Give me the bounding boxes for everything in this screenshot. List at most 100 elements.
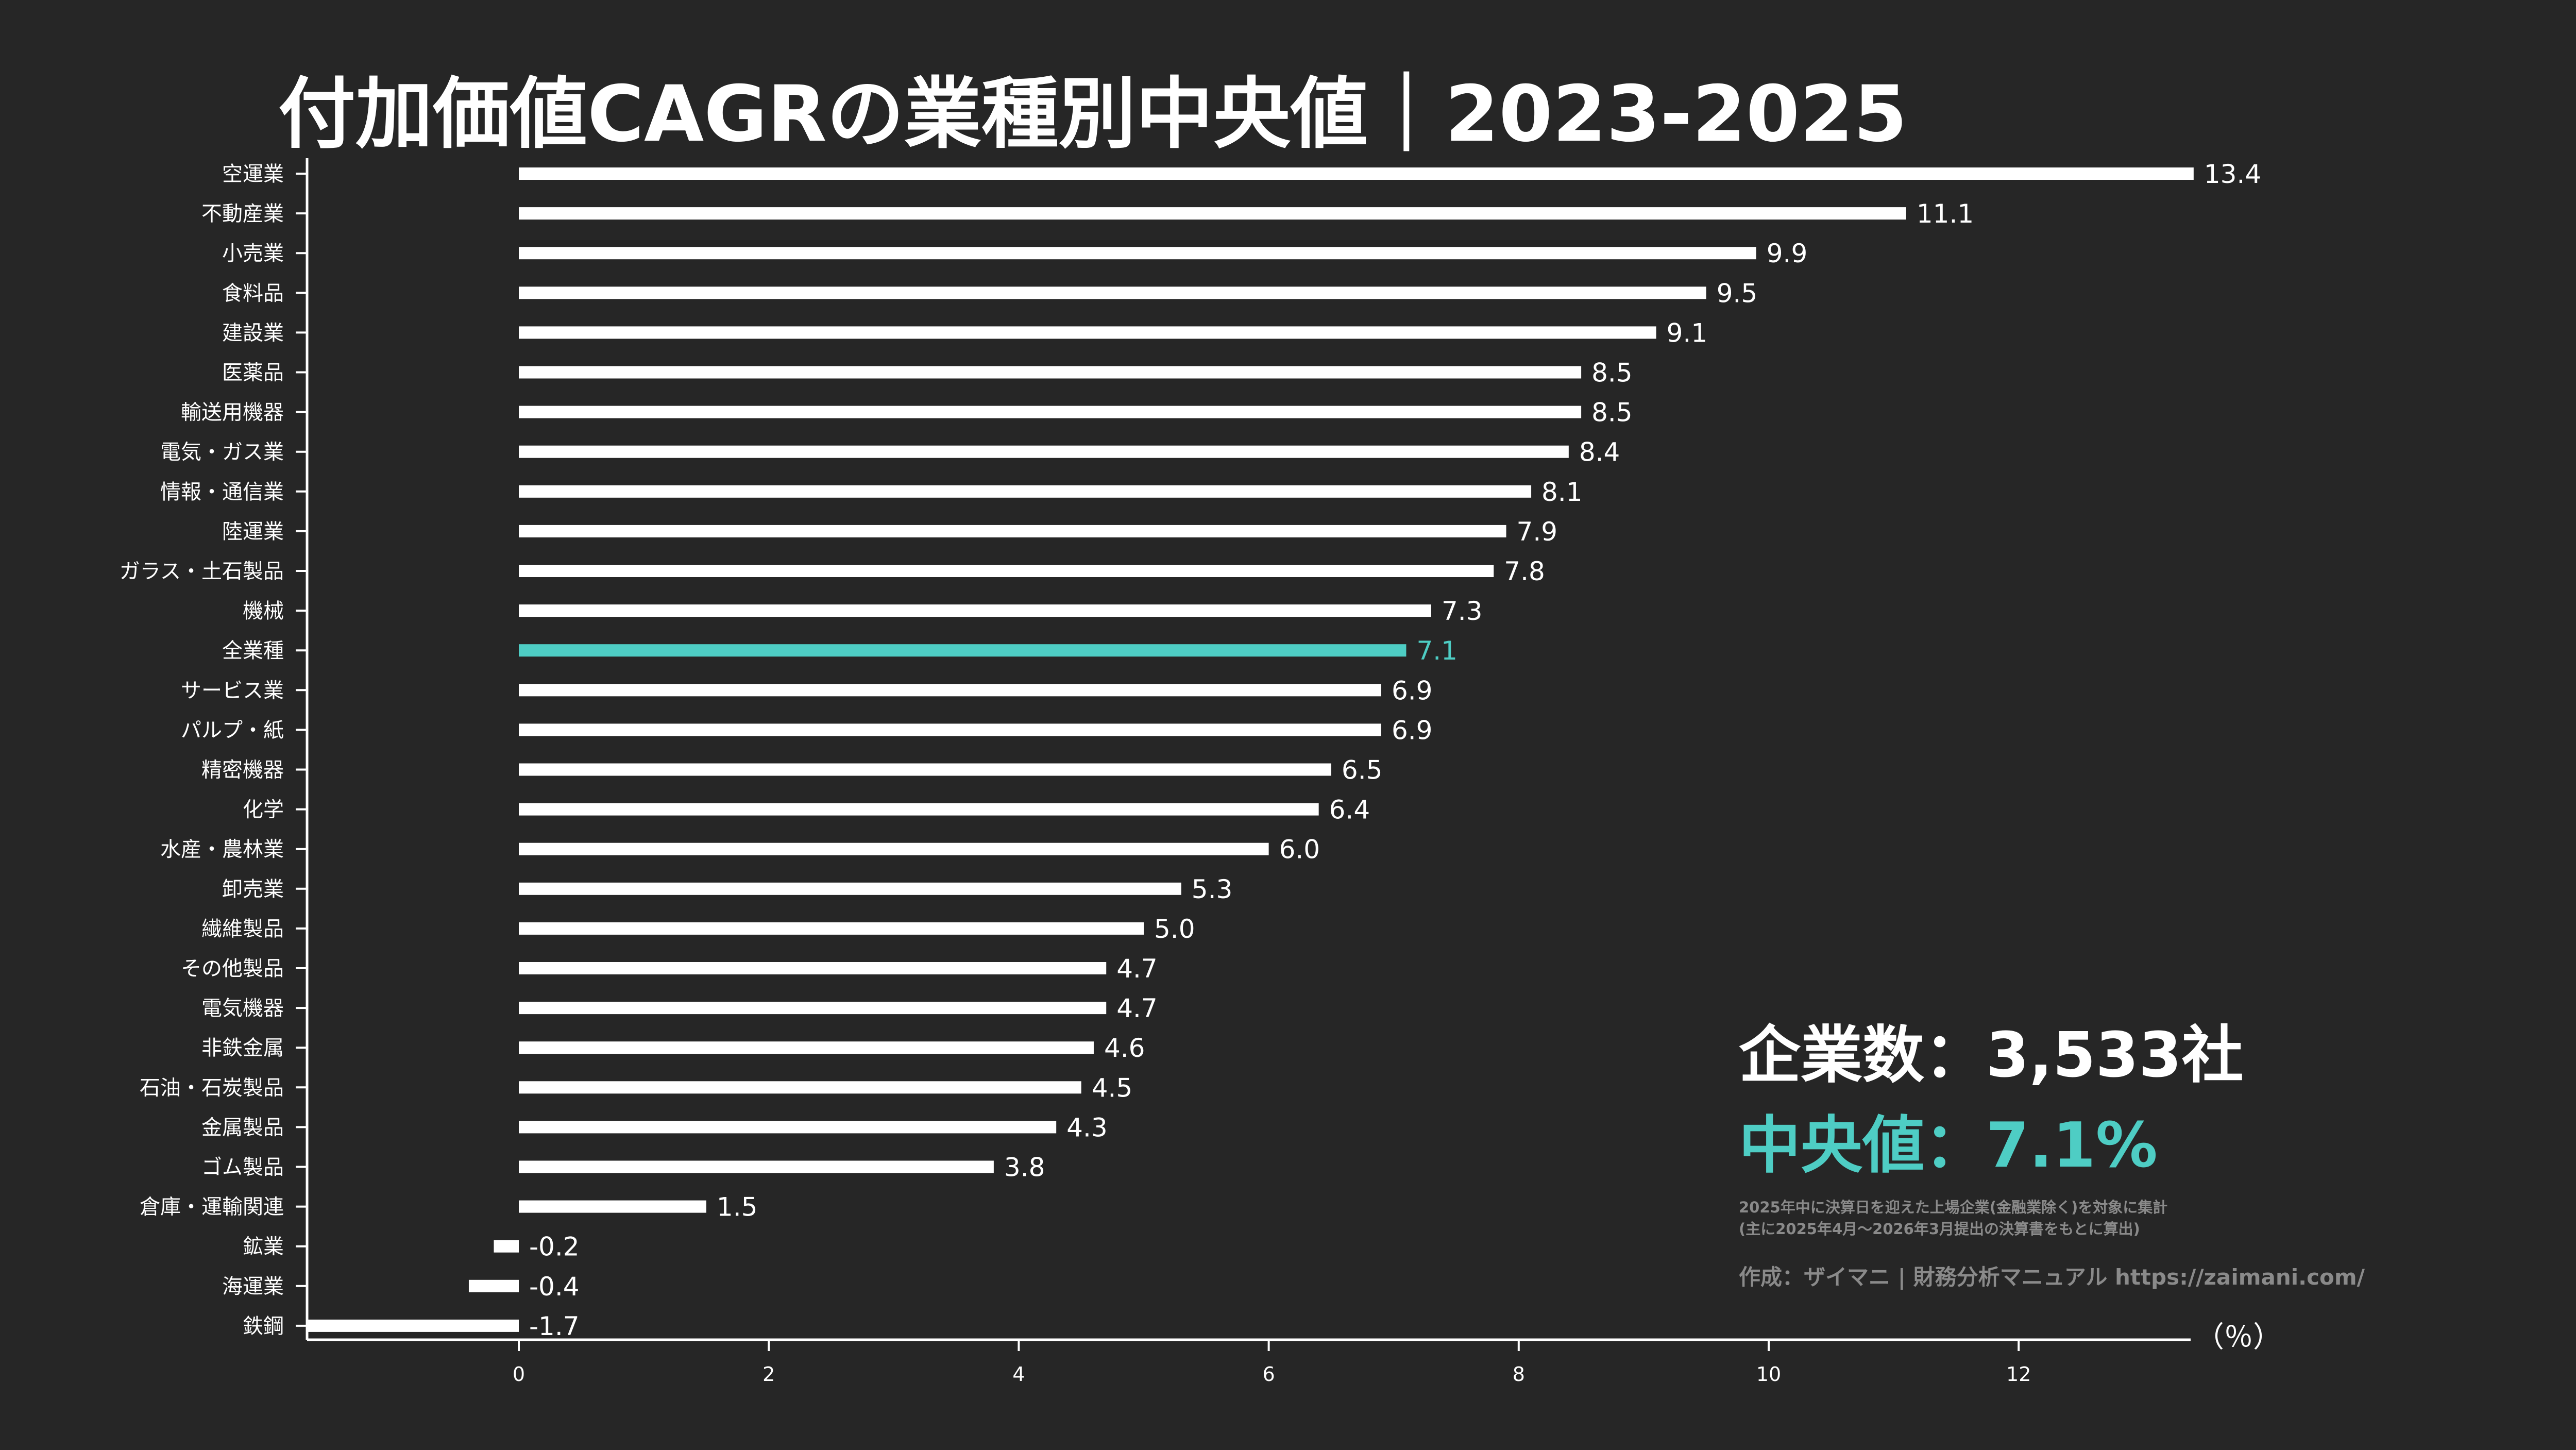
value-label: 7.8 — [1504, 557, 1545, 586]
category-label: 海運業 — [222, 1275, 284, 1299]
footnote-line-2: (主に2025年4月〜2026年3月提出の決算書をもとに算出) — [1739, 1220, 2140, 1238]
footnote: 2025年中に決算日を迎えた上場企業(金融業除く)を対象に集計 (主に2025年… — [1739, 1196, 2563, 1240]
category-label: 石油・石炭製品 — [140, 1076, 284, 1100]
category-label: パルプ・紙 — [181, 718, 284, 742]
bar-0 — [519, 167, 2194, 180]
bar-20 — [519, 962, 1107, 974]
bar-23 — [519, 1081, 1081, 1094]
bar-11 — [519, 604, 1431, 617]
category-label: 電気・ガス業 — [160, 441, 284, 464]
x-axis-unit: （％） — [2195, 1321, 2282, 1354]
value-label: 7.1 — [1416, 636, 1458, 666]
bar-29 — [306, 1319, 519, 1332]
category-label: その他製品 — [181, 957, 284, 981]
x-tick-label: 12 — [2006, 1363, 2031, 1386]
bar-28 — [468, 1279, 519, 1292]
category-label: 金属製品 — [201, 1116, 284, 1139]
category-label: 倉庫・運輸関連 — [140, 1195, 284, 1219]
x-tick-label: 0 — [513, 1363, 525, 1386]
value-label: 7.9 — [1517, 517, 1558, 547]
value-label: -1.7 — [529, 1311, 580, 1341]
category-label: 水産・農林業 — [160, 838, 284, 862]
bar-21 — [519, 1002, 1107, 1015]
category-label: 非鉄金属 — [201, 1036, 284, 1060]
bar-16 — [519, 803, 1319, 816]
bar-5 — [519, 366, 1582, 379]
value-label: -0.2 — [529, 1232, 580, 1262]
x-tick-label: 4 — [1012, 1363, 1025, 1386]
category-label: サービス業 — [181, 679, 284, 702]
category-label: 輸送用機器 — [181, 401, 284, 425]
category-label: 機械 — [243, 599, 284, 623]
x-tick-label: 8 — [1513, 1363, 1525, 1386]
bar-18 — [519, 882, 1181, 895]
category-label: 建設業 — [222, 321, 284, 345]
category-label: 食料品 — [222, 281, 284, 305]
value-label: 8.5 — [1591, 398, 1633, 428]
x-tick-label: 10 — [1756, 1363, 1781, 1386]
value-label: 5.0 — [1154, 914, 1195, 944]
value-label: -0.4 — [529, 1272, 580, 1302]
value-label: 6.0 — [1279, 835, 1320, 865]
value-label: 3.8 — [1004, 1153, 1045, 1183]
bar-24 — [519, 1121, 1057, 1134]
bar-19 — [519, 922, 1144, 935]
category-label: ゴム製品 — [201, 1156, 284, 1179]
value-label: 9.5 — [1717, 278, 1758, 308]
bar-25 — [519, 1160, 994, 1173]
value-label: 4.6 — [1104, 1033, 1145, 1063]
value-label: 8.5 — [1591, 358, 1633, 388]
bar-3 — [519, 286, 1706, 299]
chart-title: 付加価値CAGRの業種別中央値｜2023-2025 — [278, 70, 1908, 159]
category-label: 陸運業 — [222, 520, 284, 544]
value-label: 6.9 — [1392, 676, 1433, 705]
company-count: 企業数：3,533社 — [1739, 1020, 2244, 1091]
bar-13 — [519, 684, 1381, 697]
category-label: 小売業 — [222, 242, 284, 265]
x-tick-label: 2 — [762, 1363, 775, 1386]
category-label: 電気機器 — [201, 997, 284, 1020]
value-label: 9.1 — [1667, 318, 1708, 348]
category-label: ガラス・土石製品 — [120, 560, 284, 583]
value-label: 6.5 — [1342, 755, 1383, 785]
x-tick-label: 6 — [1263, 1363, 1275, 1386]
bar-6 — [519, 406, 1582, 418]
category-label: 空運業 — [222, 162, 284, 186]
bar-7 — [519, 445, 1569, 458]
credit: 作成：ザイマニ | 財務分析マニュアル https://zaimani.com/ — [1739, 1264, 2365, 1290]
bar-27 — [494, 1240, 519, 1253]
value-label: 4.3 — [1066, 1112, 1108, 1142]
bar-10 — [519, 565, 1494, 577]
category-label: 不動産業 — [201, 202, 284, 226]
bar-2 — [519, 247, 1756, 260]
bar-12 — [519, 644, 1406, 657]
bar-9 — [519, 525, 1506, 537]
value-label: 9.9 — [1767, 239, 1808, 268]
bar-8 — [519, 485, 1532, 498]
value-label: 1.5 — [717, 1192, 758, 1222]
value-label: 8.4 — [1579, 437, 1620, 467]
category-label: 卸売業 — [222, 878, 284, 901]
bar-14 — [519, 723, 1381, 736]
category-label: 医薬品 — [222, 361, 284, 385]
value-label: 4.5 — [1092, 1073, 1133, 1103]
value-label: 8.1 — [1541, 477, 1583, 507]
value-label: 5.3 — [1192, 874, 1233, 904]
bar-26 — [519, 1200, 706, 1213]
value-label: 7.3 — [1442, 596, 1483, 626]
category-label: 全業種 — [222, 639, 284, 663]
median-value: 中央値：7.1% — [1739, 1110, 2158, 1182]
category-label: 繊維製品 — [201, 917, 284, 941]
category-label: 鉱業 — [243, 1235, 284, 1259]
bar-17 — [519, 842, 1269, 855]
value-label: 4.7 — [1116, 954, 1158, 984]
footnote-line-1: 2025年中に決算日を迎えた上場企業(金融業除く)を対象に集計 — [1739, 1199, 2168, 1216]
bar-22 — [519, 1041, 1094, 1054]
category-label: 化学 — [243, 798, 284, 822]
value-label: 4.7 — [1116, 993, 1158, 1023]
bar-4 — [519, 326, 1656, 339]
value-label: 11.1 — [1917, 199, 1974, 229]
bar-1 — [519, 207, 1906, 220]
value-label: 6.9 — [1392, 715, 1433, 745]
